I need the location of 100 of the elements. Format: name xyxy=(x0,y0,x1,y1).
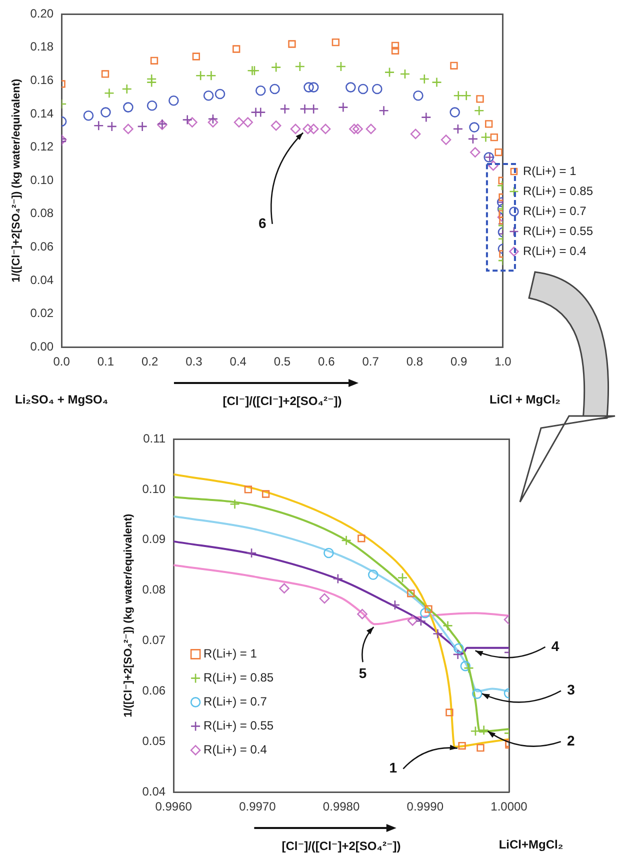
point xyxy=(460,660,471,672)
text: LiCl + MgCl₂ xyxy=(489,392,560,406)
annotation: 5 xyxy=(358,665,367,682)
x-tick-label: 0.8 xyxy=(406,354,424,369)
x-tick-label: 1.0000 xyxy=(490,800,528,814)
point xyxy=(407,615,418,626)
point xyxy=(242,117,253,128)
point xyxy=(480,132,491,142)
point xyxy=(420,608,430,618)
point xyxy=(421,112,432,122)
point xyxy=(470,147,480,158)
y-tick-label: 0.11 xyxy=(143,431,166,446)
annotation: 1 xyxy=(389,760,398,776)
point xyxy=(485,120,493,128)
x-tick-label: 0.9990 xyxy=(406,800,444,814)
point xyxy=(352,124,363,134)
y-tick-label: 0.12 xyxy=(30,140,54,154)
x-tick-label: 0.5 xyxy=(274,354,291,369)
point xyxy=(93,120,104,131)
point xyxy=(432,628,443,639)
y-tick-label: 0.20 xyxy=(30,6,54,20)
y-tick-label: 0.07 xyxy=(142,633,166,648)
point xyxy=(478,724,489,736)
line-series xyxy=(174,564,509,626)
y-tick-label: 0.00 xyxy=(30,340,54,354)
point xyxy=(300,104,310,114)
point xyxy=(336,61,346,72)
x-tick-label: 0.9 xyxy=(450,354,468,369)
point xyxy=(458,742,466,750)
x-tick-label: 0.0 xyxy=(53,354,70,369)
point xyxy=(494,148,502,156)
legend-label: R(Li+) = 0.85 xyxy=(204,670,274,685)
point xyxy=(168,95,179,106)
point xyxy=(146,100,158,111)
point xyxy=(214,88,226,100)
point xyxy=(453,90,464,101)
point xyxy=(346,82,356,92)
point xyxy=(123,102,134,112)
point xyxy=(137,121,148,132)
legend-label: R(Li+) = 1 xyxy=(522,164,577,178)
point xyxy=(255,107,266,118)
x-tick-label: 0.9960 xyxy=(155,800,192,814)
point xyxy=(358,534,366,542)
y-tick-label: 0.10 xyxy=(142,482,166,496)
point xyxy=(332,38,340,46)
point xyxy=(358,84,368,94)
point xyxy=(472,688,482,699)
point xyxy=(397,572,408,583)
point xyxy=(100,107,111,118)
point xyxy=(320,124,331,134)
y-tick-label: 0.05 xyxy=(142,734,166,748)
legend-label: R(Li+) = 0.85 xyxy=(522,184,594,198)
point xyxy=(452,649,463,660)
point xyxy=(416,616,426,626)
annotation: 3 xyxy=(567,682,576,698)
point xyxy=(424,605,432,613)
point xyxy=(461,90,472,101)
point xyxy=(474,105,484,116)
point xyxy=(101,70,110,78)
text: LiCl+MgCl₂ xyxy=(498,837,564,852)
point xyxy=(490,133,498,142)
point xyxy=(208,114,218,124)
point xyxy=(270,120,282,131)
annotation: 2 xyxy=(566,732,575,748)
annotation: 4 xyxy=(551,638,560,654)
point xyxy=(294,61,306,72)
point xyxy=(279,583,290,594)
point xyxy=(290,124,301,134)
point xyxy=(280,104,290,114)
y-axis-title: 1/([Cl⁻]+2[SO₄²⁻]) (kg water/equivalent) xyxy=(10,78,23,282)
x-tick-label: 0.9980 xyxy=(322,800,360,814)
point xyxy=(372,84,382,94)
point xyxy=(476,744,484,752)
point xyxy=(349,124,360,134)
point xyxy=(150,56,158,64)
point xyxy=(106,121,118,132)
point xyxy=(246,548,257,558)
point xyxy=(308,82,319,92)
point xyxy=(341,535,352,546)
point xyxy=(366,124,376,134)
point xyxy=(122,84,132,94)
point xyxy=(234,117,244,128)
point xyxy=(432,77,442,88)
point xyxy=(357,608,368,620)
text: Li₂SO₄ + MgSO₄ xyxy=(14,392,108,406)
point xyxy=(304,82,314,92)
point xyxy=(182,114,193,125)
legend-label: R(Li+) = 0.4 xyxy=(204,742,268,757)
point xyxy=(419,74,430,84)
point xyxy=(244,486,252,494)
x-tick-label: 0.4 xyxy=(230,354,247,369)
legend-label: R(Li+) = 0.7 xyxy=(204,694,268,709)
point xyxy=(452,124,464,134)
point xyxy=(288,40,296,48)
point xyxy=(255,85,266,96)
point xyxy=(450,62,458,70)
point xyxy=(203,90,214,101)
point xyxy=(187,117,198,128)
point xyxy=(332,574,344,584)
y-tick-label: 0.18 xyxy=(30,40,54,54)
